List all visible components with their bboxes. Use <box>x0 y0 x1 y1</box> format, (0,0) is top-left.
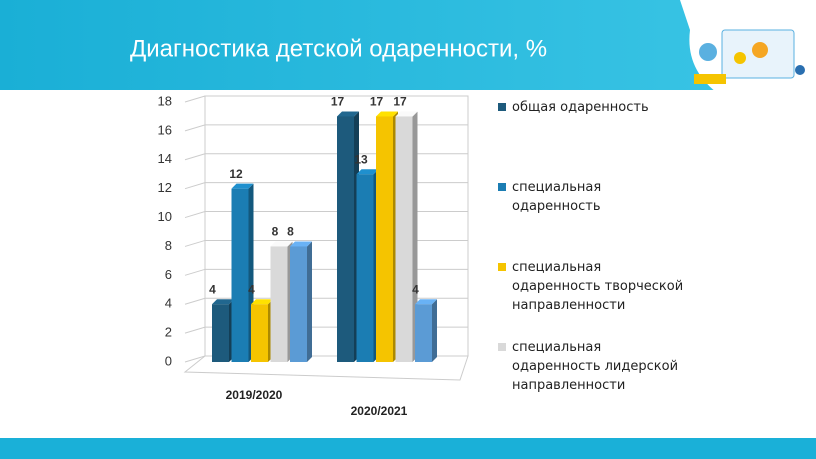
legend-item: специальная одаренность лидерской направ… <box>498 338 688 395</box>
value-label: 13 <box>354 152 368 166</box>
bar-top <box>356 169 379 175</box>
legend-label: специальная одаренность творческой напра… <box>512 260 684 313</box>
bar <box>395 116 413 362</box>
legend-swatch <box>498 343 506 351</box>
y-tick-label: 18 <box>158 93 172 108</box>
bar <box>356 174 374 362</box>
bar-top <box>376 111 398 117</box>
value-label: 12 <box>229 167 243 181</box>
value-label: 4 <box>209 282 216 296</box>
value-label: 4 <box>412 282 419 296</box>
illustration-pie <box>752 42 768 58</box>
bar-top <box>337 111 359 117</box>
bar-side <box>432 299 437 362</box>
illustration-person <box>734 52 746 64</box>
bar-top <box>251 299 273 305</box>
x-tick-label: 2020/2021 <box>351 404 408 418</box>
legend-item: общая одаренность <box>498 98 688 117</box>
y-tick-label: 12 <box>158 180 172 195</box>
grid-line <box>184 211 468 219</box>
legend-item: специальная одаренность <box>498 178 688 216</box>
value-label: 8 <box>287 225 294 239</box>
legend-item: специальная одаренность творческой напра… <box>498 258 688 315</box>
header-band <box>0 0 816 90</box>
bar <box>212 304 229 362</box>
bar <box>415 304 432 362</box>
bar-top <box>415 299 437 305</box>
legend-label: специальная одаренность <box>512 180 602 214</box>
chart-title: Диагностика детской одаренности, % <box>130 35 547 62</box>
grid-line <box>184 182 468 190</box>
y-tick-label: 6 <box>165 267 172 282</box>
bar <box>290 246 307 362</box>
value-label: 8 <box>272 225 279 239</box>
y-tick-label: 16 <box>158 122 172 137</box>
y-tick-label: 2 <box>165 325 172 340</box>
y-tick-label: 4 <box>165 296 172 311</box>
illustration-person <box>795 65 805 75</box>
grid-line <box>184 124 468 132</box>
bar-top <box>270 241 293 247</box>
grid-line <box>184 239 468 247</box>
y-tick-label: 14 <box>158 151 172 166</box>
bar <box>231 188 249 362</box>
value-label: 4 <box>248 282 255 296</box>
bar-top <box>231 183 254 189</box>
value-label: 17 <box>370 95 384 109</box>
x-tick-label: 2019/2020 <box>226 388 283 402</box>
grid-line <box>184 153 468 161</box>
legend-swatch <box>498 183 506 191</box>
y-tick-label: 8 <box>165 238 172 253</box>
footer-band <box>0 438 816 459</box>
bar <box>337 116 354 362</box>
legend-swatch <box>498 103 506 111</box>
grid-line <box>184 268 468 276</box>
value-label: 17 <box>331 95 345 109</box>
legend-swatch <box>498 263 506 271</box>
bar-top <box>395 111 418 117</box>
illustration-books <box>694 74 726 84</box>
bar-top <box>212 299 234 305</box>
bar-side <box>307 241 312 362</box>
bar-top <box>290 241 312 247</box>
legend-label: специальная одаренность лидерской направ… <box>512 340 679 393</box>
y-tick-label: 10 <box>158 209 172 224</box>
y-tick-label: 0 <box>165 353 172 368</box>
illustration-globe <box>699 43 717 61</box>
grid-line <box>184 95 468 103</box>
value-label: 17 <box>393 95 407 109</box>
bar <box>376 116 393 362</box>
bar-side <box>412 111 418 362</box>
bar <box>251 304 268 362</box>
bar <box>270 246 288 362</box>
legend-label: общая одаренность <box>512 100 649 115</box>
